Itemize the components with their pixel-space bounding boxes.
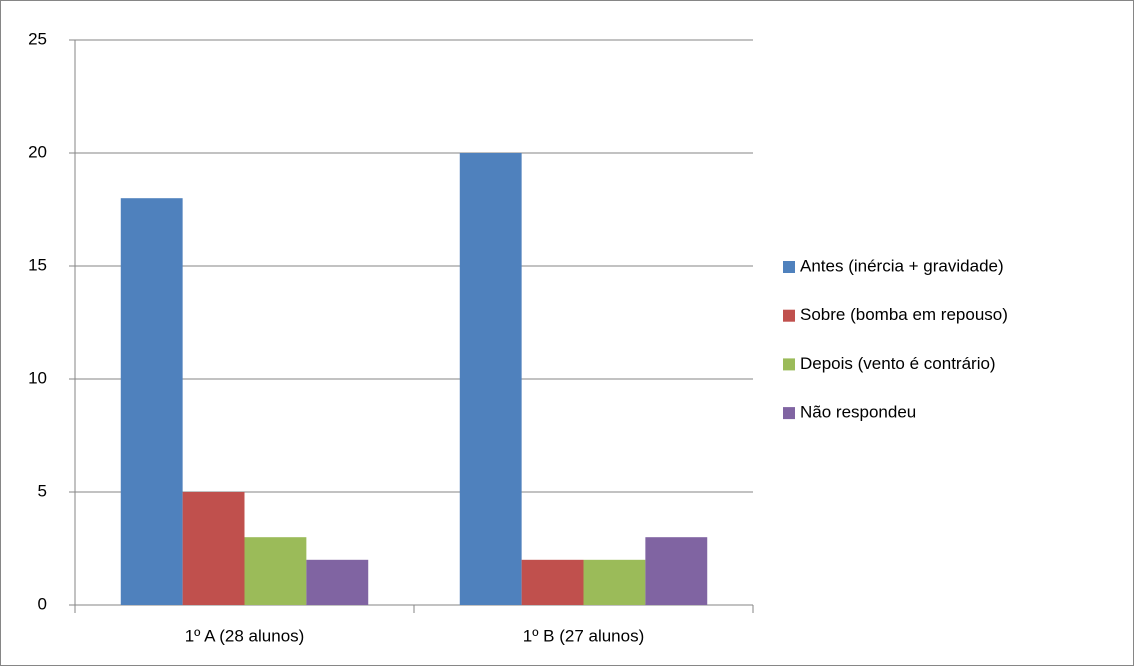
legend-label: Antes (inércia + gravidade) [800,256,1004,275]
legend-swatch [783,358,795,371]
bar [645,537,708,605]
bar [120,198,183,605]
x-tick-label: 1º B (27 alunos) [523,626,645,645]
legend-label: Sobre (bomba em repouso) [800,305,1008,324]
legend-swatch [783,407,795,420]
bar [583,559,646,605]
legend-label: Depois (vento é contrário) [800,354,996,373]
y-tick-label: 15 [28,255,47,274]
x-tick-label: 1º A (28 alunos) [185,626,305,645]
y-tick-label: 5 [38,481,47,500]
legend-label: Não respondeu [800,403,916,422]
y-tick-label: 10 [28,368,47,387]
bar [306,559,369,605]
legend-swatch [783,261,795,273]
bar [182,492,245,605]
bar [459,153,522,605]
y-tick-label: 25 [28,29,47,48]
y-tick-label: 0 [38,594,47,613]
bar [244,537,307,605]
y-tick-label: 20 [28,142,47,161]
bar [521,559,584,605]
legend-swatch [783,309,795,322]
